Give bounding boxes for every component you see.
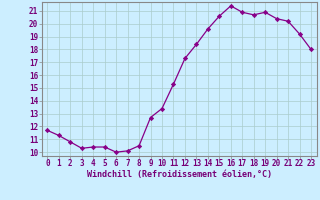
X-axis label: Windchill (Refroidissement éolien,°C): Windchill (Refroidissement éolien,°C) [87,170,272,179]
